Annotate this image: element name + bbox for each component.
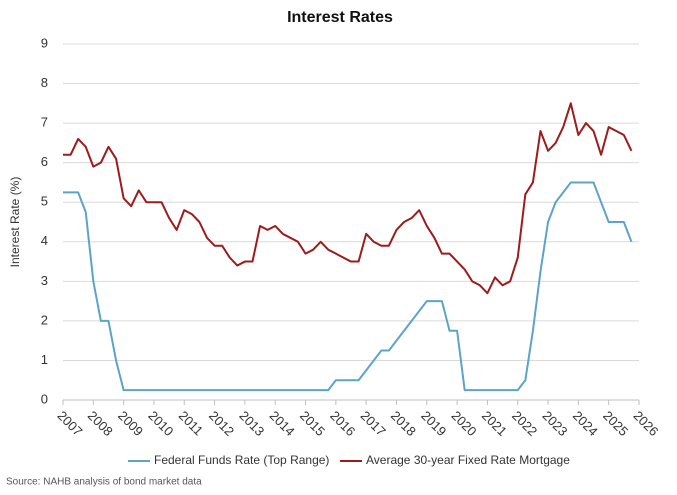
legend-label: Average 30-year Fixed Rate Mortgage <box>366 453 570 467</box>
x-tick-label: 2021 <box>479 408 510 439</box>
series-line <box>63 181 633 392</box>
x-tick-label: 2013 <box>236 408 267 439</box>
source-note: Source: NAHB analysis of bond market dat… <box>6 477 202 488</box>
x-tick-label: 2026 <box>630 408 661 439</box>
y-tick-label: 4 <box>41 233 48 248</box>
y-axis-label: Interest Rate (%) <box>8 177 22 268</box>
y-tick-label: 7 <box>41 115 48 130</box>
chart-title: Interest Rates <box>287 9 393 26</box>
x-tick-label: 2017 <box>358 408 389 439</box>
x-tick-label: 2012 <box>206 408 237 439</box>
y-tick-label: 5 <box>41 194 48 209</box>
legend-label: Federal Funds Rate (Top Range) <box>154 453 329 467</box>
x-tick-label: 2014 <box>267 408 298 439</box>
y-tick-label: 2 <box>41 312 48 327</box>
x-tick-label: 2019 <box>418 408 449 439</box>
x-tick-label: 2024 <box>570 408 601 439</box>
x-tick-label: 2009 <box>115 408 146 439</box>
x-tick-label: 2020 <box>449 408 480 439</box>
y-tick-label: 1 <box>41 352 48 367</box>
y-tick-label: 3 <box>41 273 48 288</box>
y-tick-label: 9 <box>41 35 48 50</box>
x-tick-label: 2016 <box>327 408 358 439</box>
x-tick-label: 2011 <box>176 408 206 438</box>
x-tick-label: 2022 <box>509 408 540 439</box>
x-tick-label: 2010 <box>145 408 176 439</box>
y-tick-label: 0 <box>41 391 48 406</box>
y-tick-label: 6 <box>41 154 48 169</box>
y-tick-label: 8 <box>41 75 48 90</box>
x-tick-label: 2015 <box>297 408 328 439</box>
x-tick-label: 2018 <box>388 408 419 439</box>
x-tick-label: 2007 <box>54 408 85 439</box>
x-tick-label: 2023 <box>540 408 571 439</box>
x-tick-label: 2025 <box>600 408 631 439</box>
x-tick-label: 2008 <box>85 408 116 439</box>
series-line <box>63 102 633 295</box>
